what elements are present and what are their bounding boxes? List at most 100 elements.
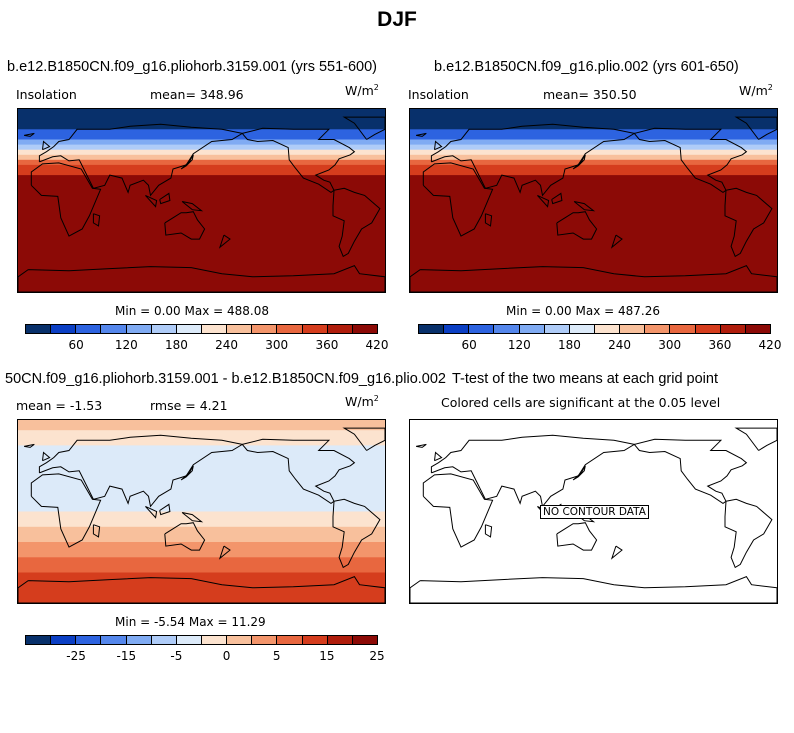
coastline-8 xyxy=(180,154,194,170)
band-2 xyxy=(410,139,777,146)
panel2-mean-label: mean= 350.50 xyxy=(543,87,637,102)
coastline-4 xyxy=(164,211,206,240)
panel3-units: W/m2 xyxy=(345,394,379,410)
coastlines xyxy=(410,427,777,603)
coastline-5 xyxy=(18,575,385,603)
colorbar-swatch-8 xyxy=(227,636,253,644)
colorbar-swatch-10 xyxy=(277,636,303,644)
band-9 xyxy=(18,572,385,603)
panel4-map: NO CONTOUR DATA xyxy=(409,419,778,604)
panel4-title: T-test of the two means at each grid poi… xyxy=(452,371,718,387)
colorbar-swatch-12 xyxy=(327,325,353,333)
colorbar-tick-label: 180 xyxy=(557,338,581,352)
panel2-variable-label: Insolation xyxy=(408,87,469,102)
panel3-title: 50CN.f09_g16.pliohorb.3159.001 - b.e12.B… xyxy=(5,371,446,387)
band-8 xyxy=(18,557,385,574)
coastline-1 xyxy=(430,123,636,197)
colorbar-swatch-2 xyxy=(76,325,102,333)
coastline-4 xyxy=(556,211,598,240)
colorbar-swatch-0 xyxy=(419,325,445,333)
panel3-minmax: Min = -5.54 Max = 11.29 xyxy=(115,615,266,629)
band-5 xyxy=(410,154,777,161)
coastline-7 xyxy=(434,451,443,462)
band-0 xyxy=(410,109,777,130)
band-2 xyxy=(18,445,385,467)
coastline-7 xyxy=(434,140,443,151)
colorbar-swatch-11 xyxy=(695,325,721,333)
coastline-7 xyxy=(42,140,51,151)
coastline-0 xyxy=(422,473,494,548)
coastline-10 xyxy=(551,192,563,205)
coastline-2 xyxy=(633,438,748,505)
colorbar-swatch-4 xyxy=(126,636,152,644)
colorbar-swatch-6 xyxy=(176,325,202,333)
coastline-8 xyxy=(180,465,194,481)
band-0 xyxy=(18,109,385,130)
band-11 xyxy=(410,266,777,292)
colorbar-tick-label: 60 xyxy=(461,338,477,352)
colorbar-tick-label: 240 xyxy=(608,338,632,352)
coastline-1 xyxy=(38,434,244,508)
colorbar-swatch-13 xyxy=(352,636,377,644)
colorbar-swatch-10 xyxy=(277,325,303,333)
colorbar-tick-label: 300 xyxy=(658,338,682,352)
colorbar-swatch-9 xyxy=(252,636,278,644)
coastline-12 xyxy=(218,545,231,560)
colorbar-tick-label: 360 xyxy=(708,338,732,352)
coastline-3 xyxy=(724,187,773,258)
panel1-colorbar xyxy=(25,324,378,334)
colorbar-swatch-8 xyxy=(620,325,646,333)
band-1 xyxy=(18,129,385,141)
colorbar-swatch-4 xyxy=(519,325,545,333)
band-9 xyxy=(18,185,385,263)
coastline-2 xyxy=(241,127,356,194)
colorbar-swatch-10 xyxy=(670,325,696,333)
band-4 xyxy=(18,496,385,513)
coastline-6 xyxy=(734,116,777,140)
colorbar-swatch-11 xyxy=(302,325,328,333)
coastline-3 xyxy=(724,498,773,569)
coastline-2 xyxy=(241,438,356,505)
band-11 xyxy=(18,271,385,292)
band-3 xyxy=(18,465,385,497)
coastline-11 xyxy=(573,201,596,212)
coastline-11 xyxy=(181,201,204,212)
figure-title: DJF xyxy=(377,8,417,31)
colorbar-swatch-0 xyxy=(26,325,52,333)
coastline-4 xyxy=(556,522,598,551)
coastline-11 xyxy=(181,512,204,523)
band-6 xyxy=(18,159,385,166)
coastline-1 xyxy=(430,434,636,508)
band-4 xyxy=(18,149,385,156)
colorbar-swatch-7 xyxy=(594,325,621,333)
band-9 xyxy=(410,185,777,258)
band-2 xyxy=(18,139,385,146)
colorbar-swatch-9 xyxy=(645,325,671,333)
coastline-10 xyxy=(159,192,171,205)
panel3-colorbar xyxy=(25,635,378,645)
colorbar-tick-label: -25 xyxy=(66,649,86,663)
coastlines xyxy=(18,427,385,603)
coastline-3 xyxy=(332,498,381,569)
panel1-map-svg xyxy=(18,109,385,292)
colorbar-swatch-4 xyxy=(126,325,152,333)
colorbar-swatch-3 xyxy=(494,325,520,333)
colorbar-tick-label: 120 xyxy=(114,338,138,352)
coastline-6 xyxy=(734,427,777,451)
band-5 xyxy=(18,511,385,528)
coastline-14 xyxy=(416,132,427,137)
colorbar-swatch-8 xyxy=(227,325,253,333)
panel1-map xyxy=(17,108,386,293)
colorbar-swatch-1 xyxy=(51,636,77,644)
colorbar-swatch-9 xyxy=(252,325,278,333)
colorbar-tick-label: 25 xyxy=(369,649,385,663)
coastline-4 xyxy=(164,522,206,551)
colorbar-swatch-6 xyxy=(176,636,202,644)
colorbar-swatch-13 xyxy=(745,325,770,333)
coastline-0 xyxy=(422,162,494,237)
colorbar-swatch-5 xyxy=(151,636,177,644)
band-7 xyxy=(18,164,385,176)
coastline-3 xyxy=(332,187,381,258)
coastlines xyxy=(18,116,385,292)
panel4-map-svg xyxy=(410,427,777,603)
